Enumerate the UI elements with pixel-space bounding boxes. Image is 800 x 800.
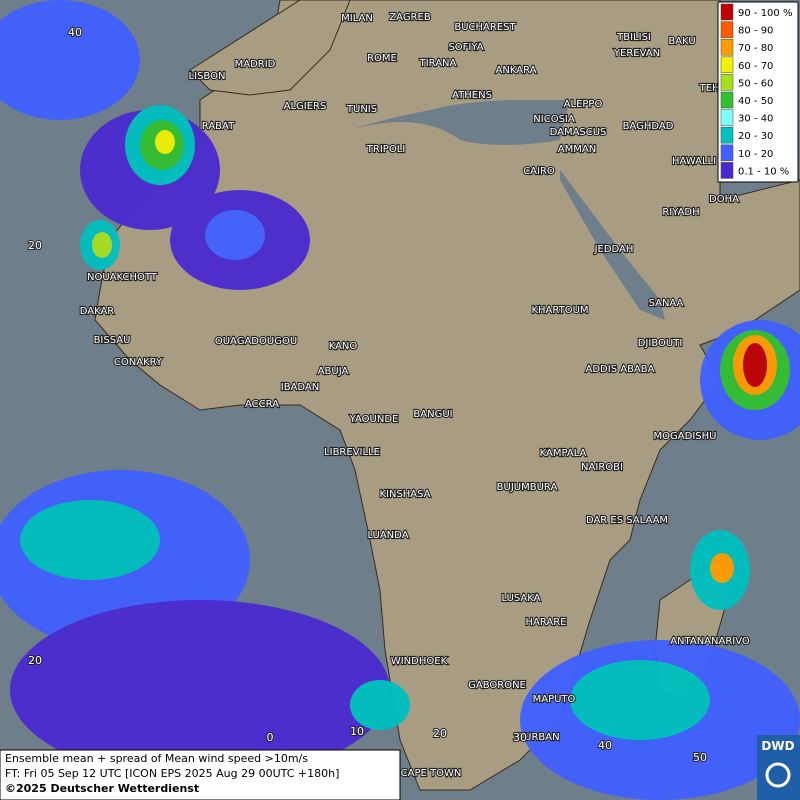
caption-box (0, 749, 401, 800)
city-label: SOFIYA (448, 42, 483, 53)
city-label: BAKU (668, 36, 695, 47)
city-label: BAGHDAD (623, 121, 674, 132)
legend-swatch (720, 21, 734, 38)
city-label: RIYADH (662, 207, 699, 218)
legend-label: 80 - 90 (738, 26, 773, 37)
red-sea (560, 170, 665, 320)
city-label: BUJUMBURA (497, 482, 558, 493)
city-label: CAIRO (523, 166, 555, 177)
city-label: NOUAKCHOTT (87, 272, 158, 283)
city-label: DJIBOUTI (638, 338, 683, 349)
logo-swirl (765, 762, 791, 788)
city-label: IBADAN (281, 382, 320, 393)
lon-label: 40 (598, 739, 612, 752)
lon-label: 50 (693, 751, 707, 764)
city-label: KAMPALA (540, 448, 587, 459)
city-label: MOGADISHU (654, 431, 717, 442)
city-label: AMMAN (558, 144, 596, 155)
legend-label: 40 - 50 (738, 96, 773, 107)
legend-label: 10 - 20 (738, 149, 773, 160)
legend-label: 90 - 100 % (738, 8, 792, 19)
caption-line: FT: Fri 05 Sep 12 UTC [ICON EPS 2025 Aug… (5, 767, 339, 780)
city-label: LUANDA (367, 530, 408, 541)
city-label: CONAKRY (114, 357, 163, 368)
city-label: CAPE TOWN (401, 768, 462, 779)
lon-label: 10 (350, 725, 364, 738)
city-label: KHARTOUM (531, 305, 588, 316)
logo-text: DWD (761, 739, 794, 753)
legend-swatch (720, 126, 734, 144)
mediterranean (350, 100, 570, 145)
lat-label: 40 (68, 26, 82, 39)
city-label: DAMASCUS (550, 127, 607, 138)
city-label: LISBON (189, 71, 226, 82)
city-label: ZAGREB (389, 12, 431, 23)
city-label: ADDIS ABABA (586, 364, 655, 375)
lon-label: 20 (433, 727, 447, 740)
city-label: HAWALLI (672, 156, 716, 167)
logo-box (757, 735, 800, 800)
city-label: ALEPPO (564, 99, 603, 110)
legend-label: 20 - 30 (738, 131, 773, 142)
legend-swatch (720, 162, 734, 179)
lon-label: 0 (267, 731, 274, 744)
city-label: DOHA (709, 194, 739, 205)
city-label: GABORONE (468, 680, 526, 691)
legend-label: 50 - 60 (738, 78, 773, 89)
city-label: ALGIERS (284, 101, 327, 112)
city-label: SANAA (649, 298, 684, 309)
city-label: TBILISI (616, 32, 651, 43)
city-label: BANGUI (413, 409, 452, 420)
legend-swatch (720, 38, 734, 56)
city-label: ANTANANARIVO (670, 636, 750, 647)
city-label: DURBAN (516, 732, 559, 743)
city-label: NICOSIA (533, 114, 575, 125)
lon-label: 30 (513, 731, 527, 744)
city-label: ANKARA (496, 65, 537, 76)
city-label: KINSHASA (379, 489, 430, 500)
caption-line: Ensemble mean + spread of Mean wind spee… (5, 752, 308, 765)
city-label: DAKAR (80, 306, 115, 317)
city-label: OUAGADOUGOU (215, 336, 297, 347)
city-label: ATHENS (452, 90, 492, 101)
lat-label: 20 (28, 239, 42, 252)
city-label: YAOUNDE (349, 414, 399, 425)
city-label: MAPUTO (533, 694, 576, 705)
city-label: MADRID (235, 59, 276, 70)
city-label: BISSAU (94, 335, 131, 346)
city-label: DAR ES SALAAM (586, 515, 668, 526)
city-label: TRIPOLI (366, 144, 405, 155)
legend-swatch (720, 109, 734, 126)
city-label: ABUJA (318, 366, 349, 377)
city-label: JEDDAH (594, 244, 634, 255)
city-label: NAIROBI (581, 462, 623, 473)
legend-swatch (720, 91, 734, 109)
city-label: MILAN (341, 13, 373, 24)
city-label: YEREVAN (613, 48, 660, 59)
lat-label: 20 (28, 654, 42, 667)
city-label: ACCRA (245, 399, 279, 410)
legend-swatch (720, 3, 734, 21)
legend-swatch (720, 144, 734, 162)
city-label: TIRANA (419, 58, 457, 69)
city-label: RABAT (202, 121, 235, 132)
city-label: HARARE (525, 617, 566, 628)
city-label: KANO (329, 341, 358, 352)
city-label: LIBREVILLE (324, 447, 380, 458)
city-label: LUSAKA (502, 593, 541, 604)
city-label: WINDHOEK (391, 656, 448, 667)
legend-swatch (720, 56, 734, 74)
legend-label: 70 - 80 (738, 43, 773, 54)
city-label: ROME (367, 53, 397, 64)
legend-label: 0.1 - 10 % (738, 166, 789, 177)
caption-line: ©2025 Deutscher Wetterdienst (5, 782, 199, 795)
legend-label: 30 - 40 (738, 114, 773, 125)
city-label: TUNIS (346, 104, 377, 115)
city-label: BUCHAREST (454, 22, 516, 33)
legend-swatch (720, 74, 734, 91)
legend-label: 60 - 70 (738, 61, 773, 72)
